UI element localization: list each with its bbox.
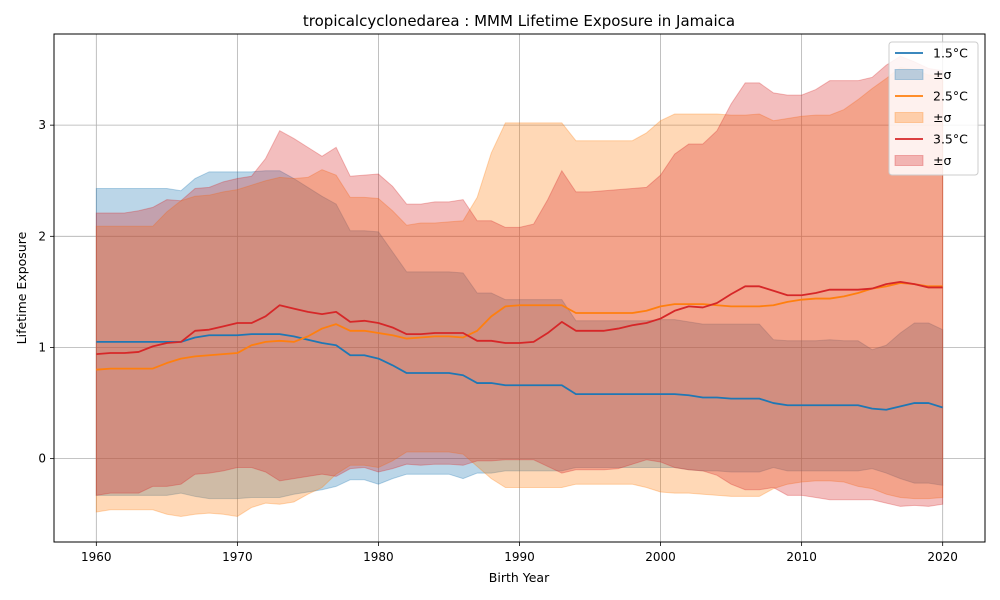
band-series-1 — [95, 170, 944, 500]
legend-box — [888, 41, 979, 176]
x-tick-label: 1960 — [81, 550, 112, 564]
line-series-2 — [96, 282, 943, 371]
legend-label: 1.5°C — [933, 46, 968, 61]
legend: 1.5°C ±σ 2.5°C ±σ 3.5°C ±σ — [888, 41, 979, 176]
y-tick-label: 3 — [38, 118, 46, 132]
legend-label: ±σ — [933, 67, 951, 82]
x-tick-label: 1990 — [504, 550, 535, 564]
legend-label: ±σ — [933, 153, 951, 168]
legend-band-swatch — [894, 155, 924, 166]
legend-band-swatch — [894, 112, 924, 123]
x-tick-label: 2000 — [645, 550, 676, 564]
legend-label: 3.5°C — [933, 132, 968, 147]
x-axis-label: Birth Year — [489, 570, 550, 585]
error-bands — [95, 55, 944, 517]
line-series-3 — [96, 280, 943, 356]
x-tick-label: 1970 — [222, 550, 253, 564]
series-lines — [96, 280, 943, 411]
legend-label: 2.5°C — [933, 89, 968, 104]
y-tick-label: 1 — [38, 340, 46, 354]
y-tick-label: 0 — [38, 452, 46, 466]
grid-lines — [54, 34, 985, 542]
x-tick-label: 2010 — [786, 550, 817, 564]
band-series-3 — [95, 55, 944, 507]
y-axis-ticks: 0 1 2 3 — [38, 118, 54, 466]
y-tick-label: 2 — [38, 229, 46, 243]
band-series-2 — [95, 66, 944, 517]
legend-band-swatch — [894, 69, 924, 80]
x-tick-label: 2020 — [927, 550, 958, 564]
line-series-1 — [96, 333, 943, 411]
x-axis-ticks: 1960 1970 1980 1990 2000 2010 2020 — [81, 542, 958, 564]
chart-title: tropicalcyclonedarea : MMM Lifetime Expo… — [303, 12, 735, 30]
x-tick-label: 1980 — [363, 550, 394, 564]
y-axis-label: Lifetime Exposure — [14, 231, 29, 344]
legend-label: ±σ — [933, 110, 951, 125]
